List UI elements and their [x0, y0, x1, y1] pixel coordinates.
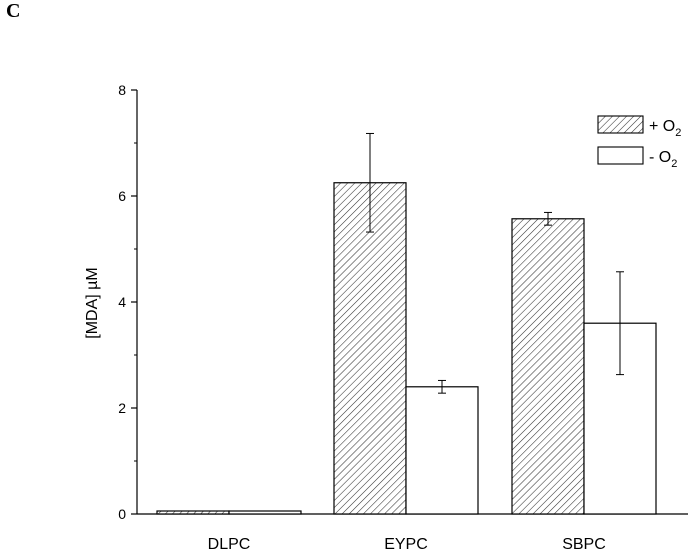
legend-label-minus-o2: - O2: [649, 149, 677, 170]
y-tick-label: 8: [118, 82, 126, 98]
y-tick-label: 2: [118, 400, 126, 416]
legend-swatch-plus-o2: [597, 115, 644, 134]
x-tick-label-eypc: EYPC: [384, 536, 428, 550]
bars: [156, 182, 657, 515]
y-tick-label: 4: [118, 294, 126, 310]
y-tick-label: 0: [118, 506, 126, 522]
legend-subscript: 2: [671, 158, 677, 170]
y-axis-label: [MDA] µM: [84, 267, 101, 338]
x-tick-label-sbpc: SBPC: [562, 536, 606, 550]
legend-label-plus-o2: + O2: [649, 118, 681, 139]
tick-labels: 0 2 4 6 8 DLPC EYPC SBPC: [118, 82, 606, 550]
bar-plus-o2-dlpc: [156, 510, 230, 515]
x-tick-label-dlpc: DLPC: [208, 536, 251, 550]
y-tick-label: 6: [118, 188, 126, 204]
bar-plus-o2-eypc: [333, 182, 407, 515]
legend-swatch-minus-o2: [597, 146, 644, 165]
bar-minus-o2-eypc: [405, 386, 479, 515]
legend-subscript: 2: [675, 127, 681, 139]
error-bars: [366, 132, 624, 394]
panel-label: C: [6, 0, 21, 22]
legend: + O2 - O2: [597, 115, 681, 170]
bar-minus-o2-dlpc: [228, 510, 302, 515]
bar-plus-o2-sbpc: [511, 218, 585, 515]
